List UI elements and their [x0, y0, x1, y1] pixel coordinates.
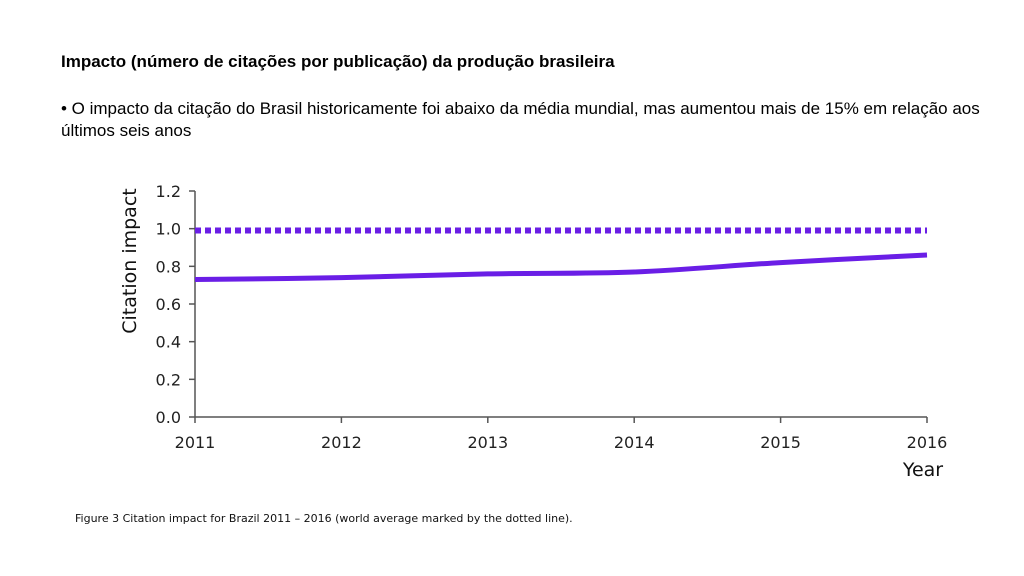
y-tick-label: 1.0 — [156, 220, 181, 239]
y-tick-label: 1.2 — [156, 182, 181, 201]
y-axis-title: Citation impact — [119, 188, 141, 333]
chart-ticks: 0.0 0.2 0.4 0.6 0.8 1.0 1.2 2011 2012 2013 2014 201… — [156, 182, 948, 452]
slide-title: Impacto (número de citações por publicaç… — [61, 52, 615, 71]
y-tick-label: 0.0 — [156, 408, 181, 427]
bullet-text: • O impacto da citação do Brasil histori… — [61, 99, 980, 140]
figure-caption: Figure 3 Citation impact for Brazil 2011… — [75, 512, 573, 525]
brazil-series-line — [194, 252, 928, 283]
x-tick-label: 2015 — [760, 433, 801, 452]
y-tick-label: 0.8 — [156, 257, 181, 276]
y-tick-label: 0.2 — [156, 370, 181, 389]
x-tick-label: 2013 — [467, 433, 508, 452]
y-tick-label: 0.4 — [156, 333, 181, 352]
x-tick-label: 2012 — [321, 433, 362, 452]
chart-lines — [194, 227, 928, 283]
x-tick-label: 2016 — [907, 433, 948, 452]
x-tick-label: 2014 — [614, 433, 655, 452]
chart-axes — [194, 191, 927, 418]
y-tick-label: 0.6 — [156, 295, 181, 314]
x-tick-label: 2011 — [175, 433, 216, 452]
x-axis-title: Year — [902, 459, 943, 481]
